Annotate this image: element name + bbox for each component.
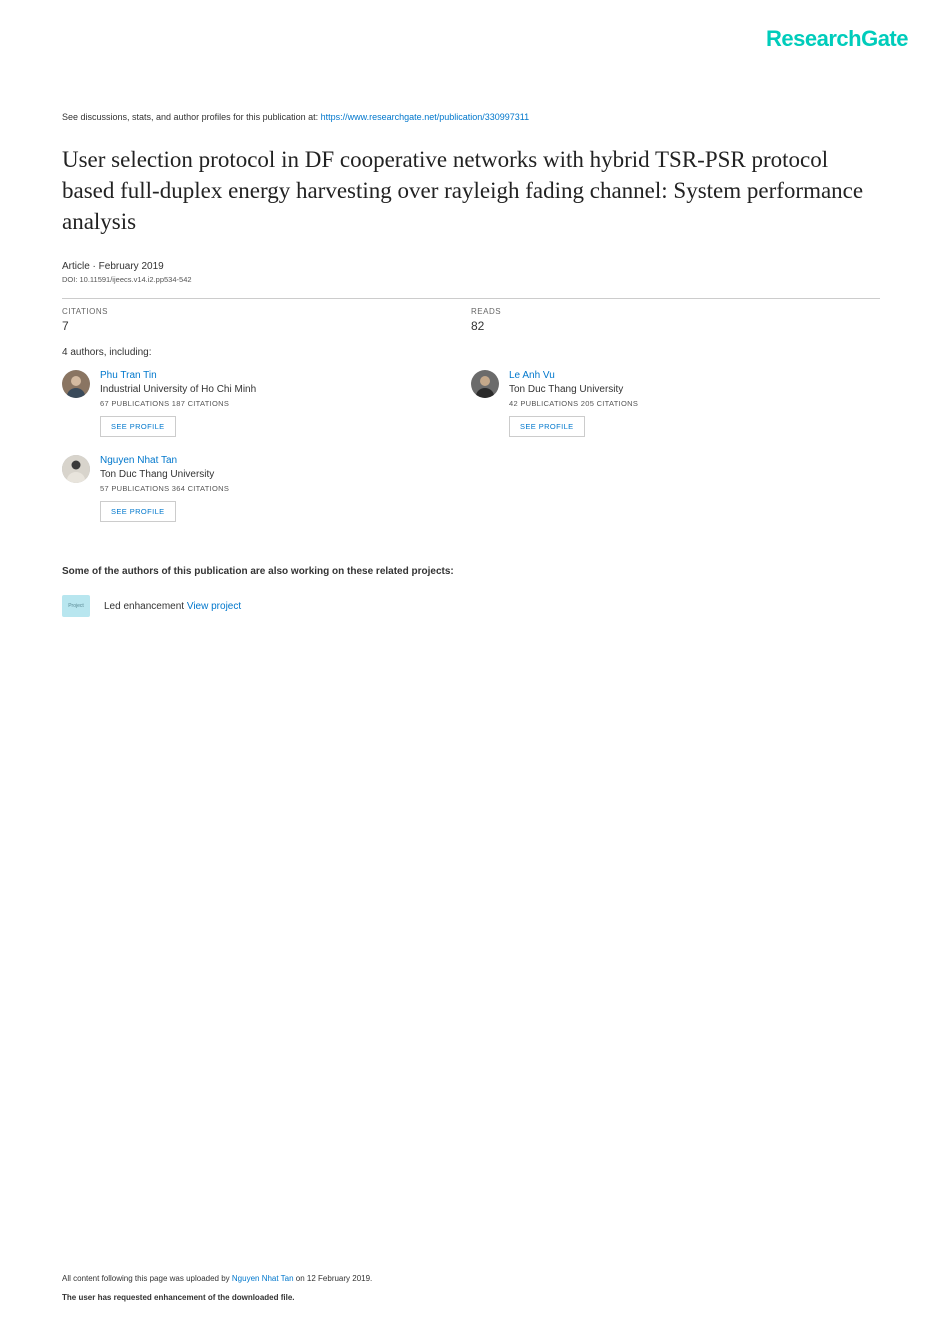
discussion-line: See discussions, stats, and author profi… (62, 112, 880, 122)
footer-upload-info: All content following this page was uplo… (62, 1274, 880, 1283)
footer-enhancement-note: The user has requested enhancement of th… (62, 1293, 880, 1302)
stats-row: CITATIONS 7 READS 82 (62, 307, 880, 333)
author-name-link[interactable]: Nguyen Nhat Tan (100, 455, 229, 466)
reads-stat: READS 82 (471, 307, 880, 333)
publication-title: User selection protocol in DF cooperativ… (62, 144, 880, 237)
divider (62, 298, 880, 299)
see-profile-button[interactable]: SEE PROFILE (509, 416, 585, 437)
project-row: Project Led enhancement View project (62, 595, 880, 617)
see-profile-button[interactable]: SEE PROFILE (100, 501, 176, 522)
publication-meta: Article · February 2019 (62, 261, 880, 272)
authors-grid: Phu Tran Tin Industrial University of Ho… (62, 370, 880, 540)
author-card: Le Anh Vu Ton Duc Thang University 42 PU… (471, 370, 880, 437)
publication-doi: DOI: 10.11591/ijeecs.v14.i2.pp534-542 (62, 275, 880, 284)
author-affiliation: Ton Duc Thang University (509, 384, 638, 395)
author-stats: 42 PUBLICATIONS 205 CITATIONS (509, 399, 638, 408)
author-avatar[interactable] (62, 455, 90, 483)
see-profile-button[interactable]: SEE PROFILE (100, 416, 176, 437)
author-avatar[interactable] (62, 370, 90, 398)
author-info: Phu Tran Tin Industrial University of Ho… (100, 370, 256, 437)
project-badge-icon: Project (62, 595, 90, 617)
author-card: Phu Tran Tin Industrial University of Ho… (62, 370, 471, 437)
project-text: Led enhancement View project (104, 601, 241, 612)
related-projects-intro: Some of the authors of this publication … (62, 566, 880, 577)
authors-intro: 4 authors, including: (62, 347, 880, 358)
publication-url-link[interactable]: https://www.researchgate.net/publication… (321, 112, 529, 122)
citations-value: 7 (62, 319, 471, 333)
author-stats: 67 PUBLICATIONS 187 CITATIONS (100, 399, 256, 408)
citations-label: CITATIONS (62, 307, 471, 316)
citations-stat: CITATIONS 7 (62, 307, 471, 333)
author-avatar[interactable] (471, 370, 499, 398)
author-name-link[interactable]: Le Anh Vu (509, 370, 638, 381)
author-card: Nguyen Nhat Tan Ton Duc Thang University… (62, 455, 471, 522)
main-content: See discussions, stats, and author profi… (0, 0, 942, 617)
author-affiliation: Ton Duc Thang University (100, 469, 229, 480)
author-stats: 57 PUBLICATIONS 364 CITATIONS (100, 484, 229, 493)
view-project-link[interactable]: View project (187, 601, 241, 612)
discussion-prefix: See discussions, stats, and author profi… (62, 112, 321, 122)
author-info: Nguyen Nhat Tan Ton Duc Thang University… (100, 455, 229, 522)
footer-uploader-link[interactable]: Nguyen Nhat Tan (232, 1274, 294, 1283)
author-affiliation: Industrial University of Ho Chi Minh (100, 384, 256, 395)
reads-label: READS (471, 307, 880, 316)
researchgate-logo[interactable]: ResearchGate (766, 26, 908, 52)
author-name-link[interactable]: Phu Tran Tin (100, 370, 256, 381)
author-info: Le Anh Vu Ton Duc Thang University 42 PU… (509, 370, 638, 437)
footer: All content following this page was uplo… (62, 1274, 880, 1302)
reads-value: 82 (471, 319, 880, 333)
project-name: Led enhancement (104, 601, 187, 612)
